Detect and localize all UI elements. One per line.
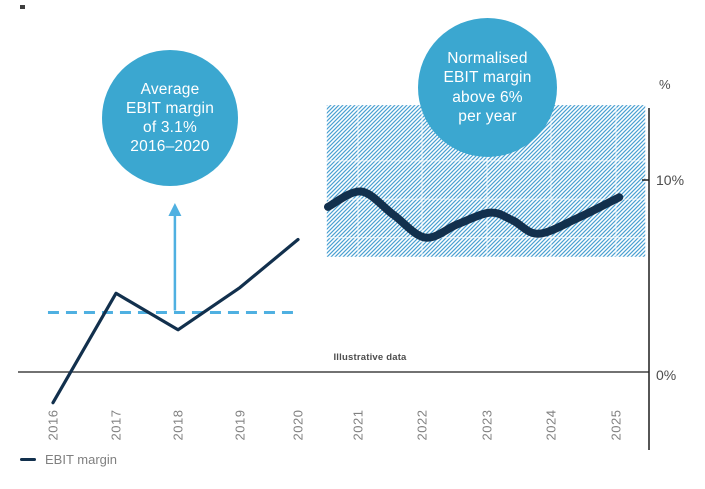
x-tick-2018: 2018	[170, 409, 186, 441]
legend-line-swatch	[20, 458, 36, 461]
bubble-line: EBIT margin	[125, 99, 215, 117]
bubble-line: Normalised	[447, 50, 528, 68]
x-tick-2023: 2023	[479, 409, 495, 441]
ebit-margin-line-2016-2020	[51, 237, 300, 405]
x-tick-2020: 2020	[290, 409, 306, 441]
bubble-line: per year	[458, 107, 517, 125]
y-tick-10: 10%	[656, 172, 685, 188]
x-tick-2024: 2024	[543, 409, 559, 441]
bubble-line: of 3.1%	[143, 119, 197, 136]
legend: EBIT margin	[20, 452, 117, 467]
legend-label: EBIT margin	[45, 452, 118, 467]
x-tick-2016: 2016	[45, 409, 61, 441]
normalised-ebit-bubble: Normalised EBIT margin above 6% per year	[418, 18, 557, 157]
bubble-line: EBIT margin	[443, 69, 532, 87]
bubble-line: above 6%	[452, 88, 523, 106]
x-tick-2021: 2021	[350, 409, 366, 441]
x-tick-2025: 2025	[608, 409, 624, 441]
x-tick-2019: 2019	[232, 409, 248, 441]
y-tick-0: 0%	[656, 367, 677, 383]
average-ebit-bubble: Average EBIT margin of 3.1% 2016–2020	[102, 50, 238, 186]
x-tick-2022: 2022	[414, 409, 430, 441]
x-tick-2017: 2017	[108, 409, 124, 441]
bubble-line: Average	[140, 80, 200, 98]
y-axis-unit-label: %	[659, 77, 671, 92]
arrow-head-icon	[168, 203, 182, 217]
normalised-ebit-wave-2021-2025	[324, 187, 624, 242]
bubble-line: 2016–2020	[130, 138, 210, 156]
illustrative-data-note: Illustrative data	[333, 352, 407, 363]
stray-bullet-mark	[20, 5, 25, 9]
